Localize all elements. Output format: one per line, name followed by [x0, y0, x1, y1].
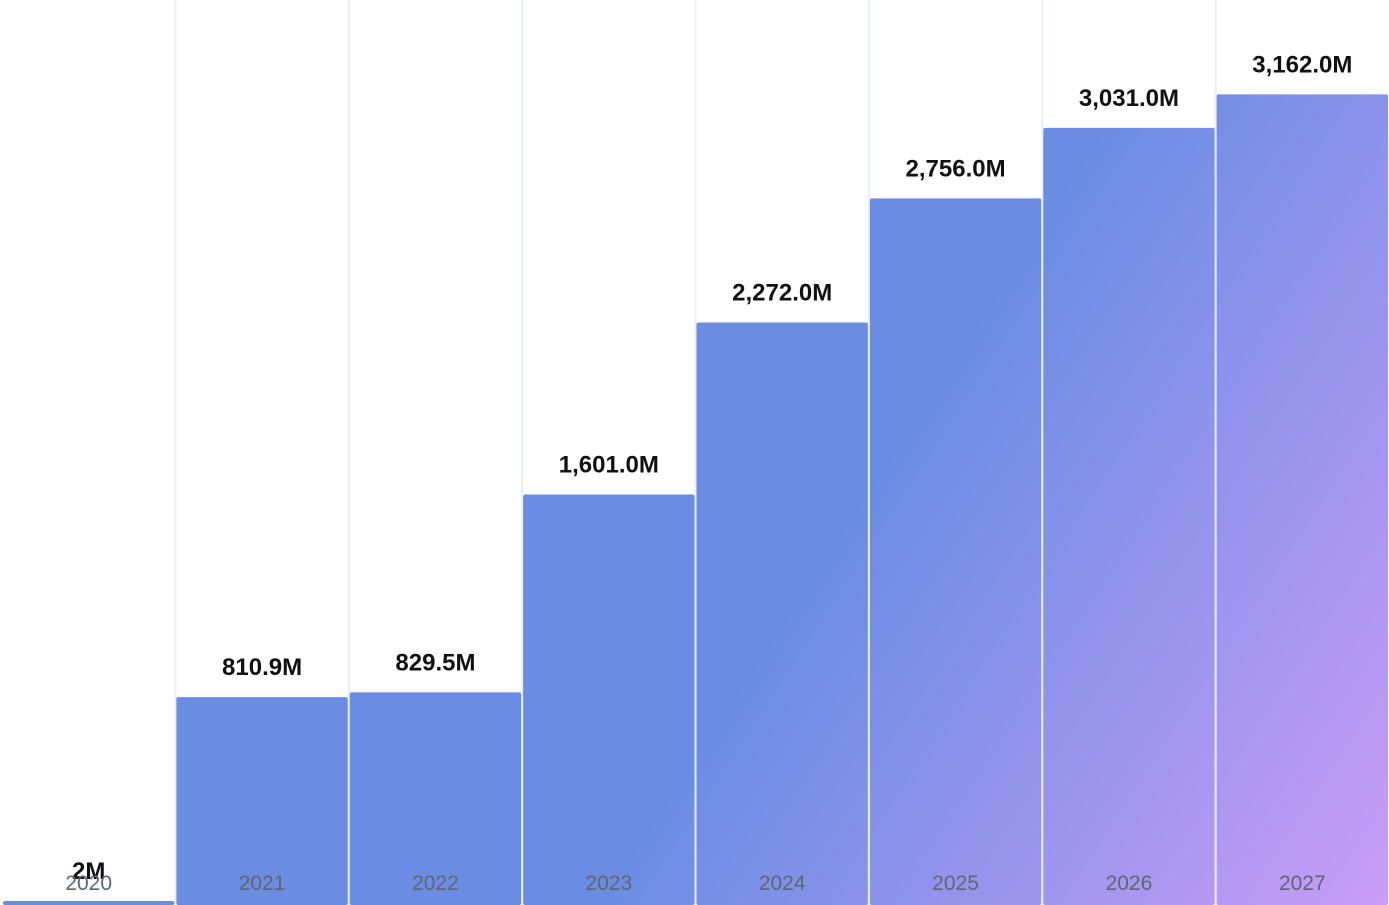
bars: [3, 94, 1388, 905]
data-label-2027: 3,162.0M: [1252, 51, 1352, 78]
data-label-2025: 2,756.0M: [906, 155, 1006, 182]
bar-2020: [3, 901, 175, 905]
x-axis-ticks: 2020 2021 2022 2023 2024 2025 2026 2027: [65, 872, 1325, 895]
x-tick-label-2020: 2020: [65, 872, 112, 895]
data-label-2023: 1,601.0M: [559, 452, 659, 479]
x-tick-label-2023: 2023: [585, 872, 632, 895]
x-tick-label-2021: 2021: [239, 872, 286, 895]
bar-2022: [349, 692, 522, 905]
bar-2026: [1043, 127, 1215, 905]
gridlines: [174, 0, 1217, 905]
bar-2027: [1216, 94, 1388, 905]
bar-2021: [176, 697, 348, 905]
data-label-2026: 3,031.0M: [1079, 85, 1179, 112]
data-labels: 2M 810.9M 829.5M 1,601.0M 2,272.0M 2,756.0M 3,…: [72, 51, 1352, 885]
x-tick-label-2026: 2026: [1106, 872, 1153, 895]
data-label-2024: 2,272.0M: [732, 280, 832, 307]
data-label-2022: 829.5M: [395, 649, 475, 676]
bar-2025: [869, 198, 1042, 905]
data-label-2020: 2M: [72, 858, 105, 885]
bar-2023: [523, 494, 695, 905]
x-tick-label-2022: 2022: [412, 872, 459, 895]
data-label-2021: 810.9M: [222, 654, 302, 681]
x-tick-label-2027: 2027: [1279, 872, 1326, 895]
x-tick-label-2025: 2025: [932, 872, 979, 895]
bar-2024: [696, 322, 868, 905]
x-tick-label-2024: 2024: [759, 872, 806, 895]
